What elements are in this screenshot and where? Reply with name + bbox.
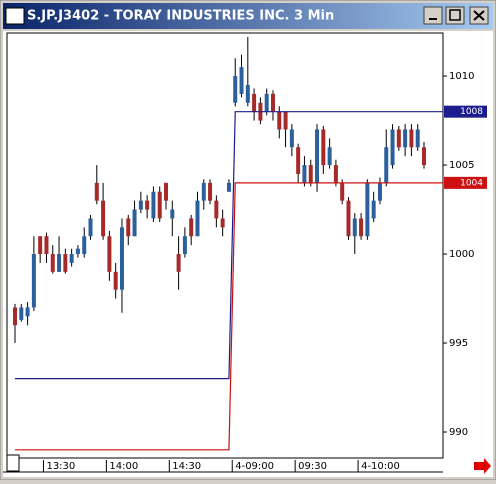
candle-body: [164, 182, 169, 201]
candle-body: [321, 129, 326, 166]
candle-body: [101, 200, 106, 237]
candle-body: [302, 165, 307, 183]
candle-body: [415, 129, 420, 148]
scroll-box[interactable]: [6, 454, 20, 472]
candle-body: [252, 93, 257, 112]
y-tick-label: 1000: [449, 249, 474, 260]
candle-body: [308, 165, 313, 183]
candle-body: [19, 307, 24, 320]
candle-body: [44, 236, 49, 255]
candle-body: [384, 147, 389, 183]
candle-body: [50, 254, 55, 272]
y-tick-label: 990: [449, 427, 468, 438]
candle-body: [264, 93, 269, 112]
candle-body: [403, 129, 408, 148]
x-tick-label: 09:30: [298, 461, 327, 472]
window-title: S.JP.J3402 - TORAY INDUSTRIES INC. 3 Min: [27, 9, 334, 24]
candle-body: [151, 191, 156, 219]
candle-body: [145, 200, 150, 210]
candle-body: [57, 254, 62, 272]
candle-body: [88, 218, 93, 237]
plot: 990 995 1000 1005 1010 13:30 14:00 14:30 4-09:00…: [13, 36, 487, 472]
title-bar: [3, 3, 493, 29]
candle-body: [220, 218, 225, 228]
candle-body: [69, 254, 74, 263]
candle-body: [359, 218, 364, 237]
y-tick-label: 1005: [449, 160, 474, 171]
maximize-icon: [449, 9, 461, 21]
candle-body: [189, 218, 194, 237]
level-line: [15, 182, 424, 451]
candle-body: [315, 129, 320, 183]
candle-body: [138, 200, 143, 210]
candle-body: [340, 182, 345, 201]
candle-body: [333, 165, 338, 183]
candle-body: [226, 182, 231, 192]
x-tick-label: 4-09:00: [235, 461, 274, 472]
candle-body: [132, 209, 137, 237]
candle-body: [170, 209, 175, 219]
candle-body: [377, 182, 382, 201]
candle-body: [390, 129, 395, 166]
candle-body: [107, 236, 112, 272]
level-line: [15, 111, 424, 380]
candle-body: [157, 191, 162, 219]
candle-body: [113, 271, 118, 290]
candle-body: [25, 307, 30, 317]
candle-body: [94, 182, 99, 201]
candle-body: [239, 67, 244, 94]
candle-body: [277, 111, 282, 130]
candle-body: [126, 218, 131, 237]
candle-body: [75, 248, 80, 255]
candle-body: [422, 147, 426, 166]
candle-body: [296, 147, 301, 174]
x-tick-label: 14:00: [109, 461, 138, 472]
candle-body: [365, 182, 370, 237]
scroll-arrow[interactable]: [474, 458, 491, 474]
candle-body: [119, 227, 124, 290]
candle-body: [38, 236, 43, 255]
candle-body: [13, 307, 17, 326]
level-badge-label: 1008: [460, 107, 483, 117]
candle-body: [245, 84, 250, 103]
candle-body: [283, 111, 288, 130]
level-badge-label: 1004: [460, 178, 483, 188]
candle-body: [233, 76, 238, 103]
candle-body: [82, 236, 87, 255]
candle-body: [346, 200, 351, 237]
level-badge: [444, 176, 487, 189]
candle-body: [182, 236, 187, 255]
app-icon: [5, 7, 25, 25]
candle-body: [176, 254, 181, 272]
window-buttons[interactable]: [423, 6, 489, 25]
level-badge: [444, 105, 487, 118]
candle-body: [371, 200, 376, 219]
candle-body: [31, 254, 36, 308]
candle-body: [208, 182, 213, 201]
candle-body: [195, 200, 200, 237]
candle-body: [63, 254, 68, 272]
candle-body: [327, 147, 332, 166]
candle-body: [270, 93, 275, 112]
y-tick-label: 995: [449, 338, 468, 349]
candle-body: [352, 218, 357, 237]
y-tick-label: 1010: [449, 71, 474, 82]
minimize-button[interactable]: [423, 6, 443, 25]
x-tick-label: 14:30: [172, 461, 201, 472]
candle-body: [289, 129, 294, 148]
close-icon: [473, 10, 485, 21]
candle-body: [214, 200, 219, 219]
x-tick-label: 13:30: [46, 461, 75, 472]
candle-body: [409, 129, 414, 148]
plot-area: [6, 32, 444, 459]
x-tick-label: 4-10:00: [361, 461, 400, 472]
candle-body: [396, 129, 401, 148]
candle-body: [201, 182, 206, 201]
